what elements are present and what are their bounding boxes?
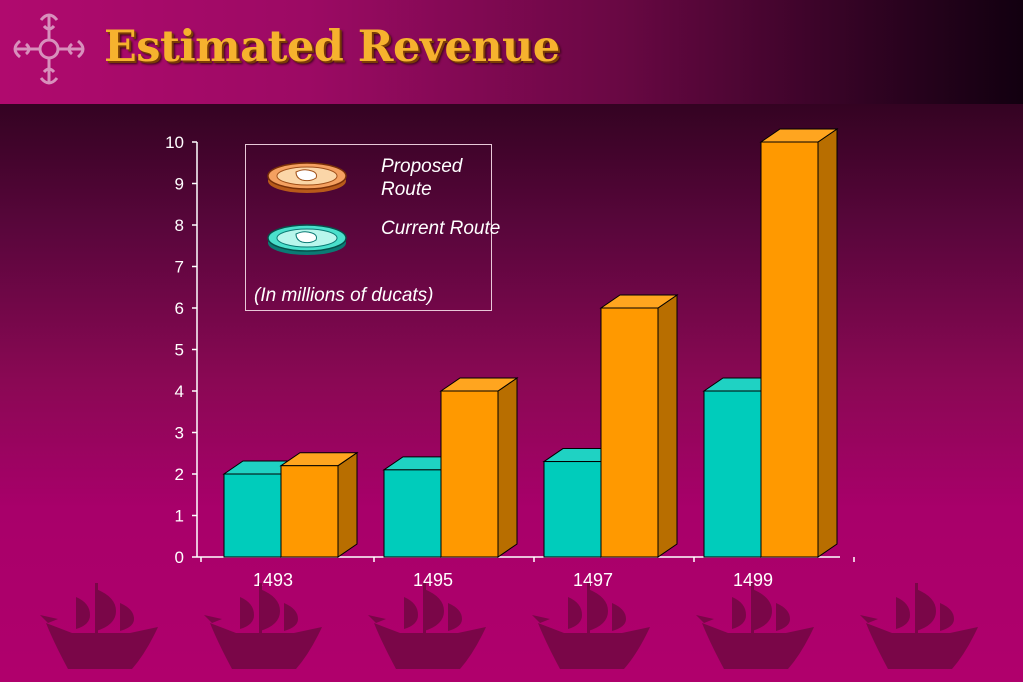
cross-emblem-icon (13, 13, 85, 85)
teal-coin-icon (267, 224, 347, 255)
page-title: Estimated Revenue (104, 22, 560, 72)
gold-coin-icon (267, 162, 347, 193)
caravel-ship-icon (860, 583, 978, 669)
header-band (0, 0, 1023, 104)
bar-series (222, 128, 839, 558)
x-tick-label: 1497 (573, 570, 613, 590)
caravel-ship-icon (40, 583, 158, 669)
y-tick-label: 9 (175, 175, 184, 194)
caravel-ship-icon (204, 583, 322, 669)
bar (439, 377, 519, 558)
y-tick-label: 1 (175, 507, 184, 526)
y-tick-label: 7 (175, 258, 184, 277)
y-tick-label: 8 (175, 216, 184, 235)
chart-legend: Proposed Route Current Route (In million… (245, 144, 500, 311)
y-axis: 0 1 2 3 4 5 6 7 8 9 10 (165, 133, 198, 567)
bar (279, 451, 359, 558)
y-tick-label: 2 (175, 465, 184, 484)
caravel-ship-icon (532, 583, 650, 669)
legend-label-current: Current Route (381, 218, 501, 239)
bar (759, 128, 839, 558)
y-tick-label: 6 (175, 299, 184, 318)
y-tick-label: 5 (175, 341, 184, 360)
legend-item-proposed: Proposed Route (266, 156, 462, 200)
legend-label-proposed: Proposed Route (381, 156, 463, 200)
y-tick-label: 3 (175, 424, 184, 443)
bar (599, 294, 679, 558)
legend-item-current: Current Route (266, 218, 500, 262)
y-tick-label: 4 (175, 382, 184, 401)
caravel-ship-icon (368, 583, 486, 669)
y-tick-label: 10 (165, 133, 184, 152)
legend-note: (In millions of ducats) (254, 285, 434, 306)
caravel-ship-icon (696, 583, 814, 669)
x-tick-label: 1493 (253, 570, 293, 590)
x-tick-label: 1495 (413, 570, 453, 590)
ship-row (40, 583, 978, 669)
x-tick-label: 1499 (733, 570, 773, 590)
y-tick-label: 0 (175, 548, 184, 567)
